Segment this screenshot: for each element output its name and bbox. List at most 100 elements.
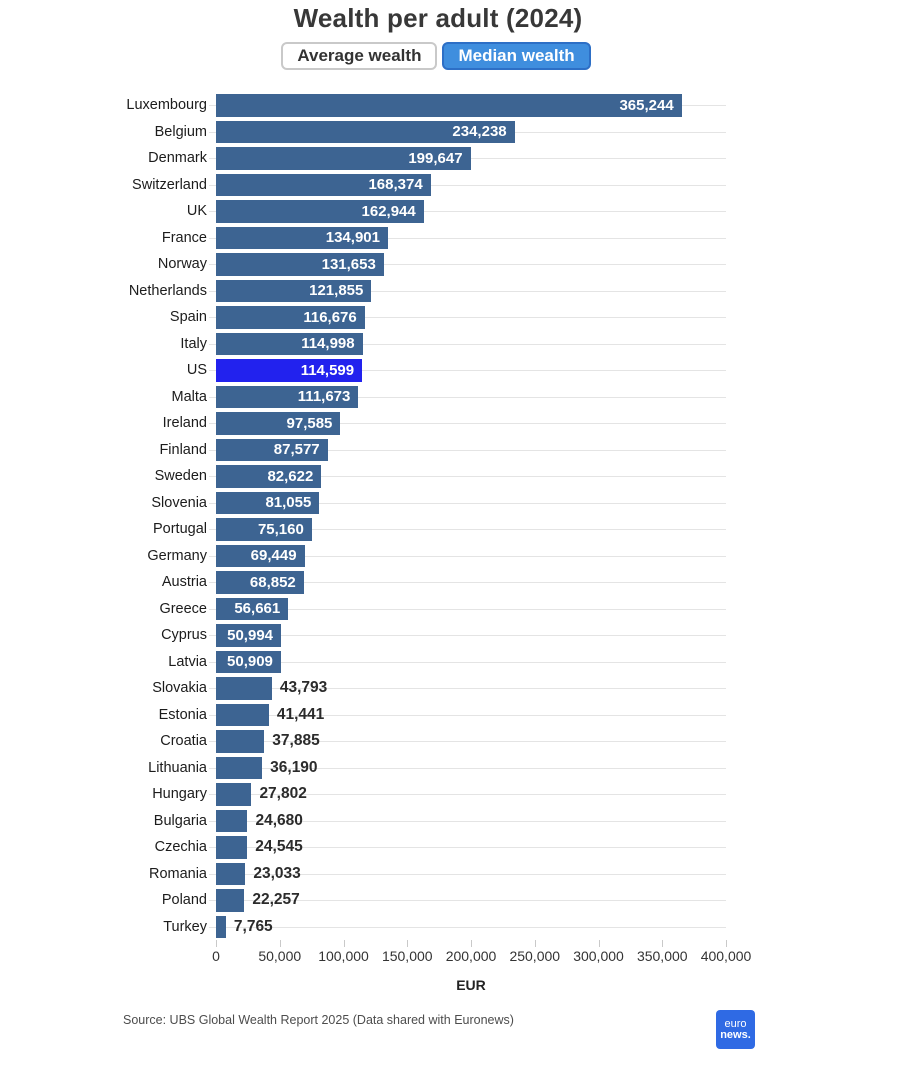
chart-row: Germany 69,449 [0, 543, 726, 570]
category-label: Slovenia [151, 494, 207, 511]
x-axis-tick-label: 150,000 [381, 948, 433, 964]
chart-row: Croatia 37,885 [0, 728, 726, 755]
bar-area: 199,647 [209, 145, 726, 172]
bar-area: 168,374 [209, 172, 726, 199]
median-wealth-button[interactable]: Median wealth [442, 42, 591, 70]
category-label: Malta [171, 388, 207, 405]
chart-row: Austria 68,852 [0, 569, 726, 596]
bar[interactable]: 365,244 [216, 94, 682, 117]
bar-area: 24,545 [209, 834, 726, 861]
value-label: 134,901 [325, 229, 380, 247]
value-label: 50,994 [227, 626, 274, 644]
category-label: Spain [169, 309, 207, 326]
category-label: Italy [180, 335, 207, 352]
bar[interactable]: 116,676 [216, 306, 365, 329]
row-gridline [209, 608, 726, 610]
value-label: 69,449 [250, 547, 297, 565]
chart-row: Norway 131,653 [0, 251, 726, 278]
value-label: 50,909 [227, 653, 273, 671]
bar[interactable]: 68,852 [216, 571, 304, 594]
bar-area: 50,909 [209, 649, 726, 676]
category-label: Portugal [152, 521, 207, 538]
plot-rows: Luxembourg 365,244 Belgium 234,238 Denmark 19… [0, 92, 726, 940]
bar[interactable]: 199,647 [216, 147, 471, 170]
bar[interactable]: 131,653 [216, 253, 384, 276]
category-label: Slovakia [152, 680, 207, 697]
value-label: 56,661 [234, 600, 281, 618]
bar-highlighted[interactable]: 114,599 [216, 359, 363, 382]
x-axis-tick-label: 100,000 [318, 948, 369, 964]
bar[interactable]: 111,673 [216, 385, 359, 408]
x-axis-tick-label: 200,000 [445, 948, 497, 964]
euronews-logo-text-euro: euro [724, 1017, 747, 1030]
bar[interactable]: 234,238 [216, 120, 515, 143]
bar[interactable]: 134,901 [216, 226, 388, 249]
bar[interactable]: 87,577 [216, 438, 328, 461]
value-label: 162,944 [361, 202, 416, 220]
bar[interactable]: 56,661 [216, 597, 289, 620]
bar[interactable] [216, 730, 265, 753]
row-gridline [209, 423, 726, 425]
bar-area: 121,855 [209, 278, 726, 305]
bar-area: 36,190 [209, 755, 726, 782]
average-wealth-button[interactable]: Average wealth [281, 42, 438, 70]
row-gridline [209, 237, 726, 239]
chart-row: Netherlands 121,855 [0, 278, 726, 305]
bar[interactable]: 97,585 [216, 412, 341, 435]
category-label: Hungary [152, 786, 207, 803]
bar[interactable] [216, 836, 248, 859]
bar-area: 43,793 [209, 675, 726, 702]
value-label: 131,653 [321, 255, 376, 273]
row-gridline [209, 900, 726, 902]
row-gridline [209, 741, 726, 743]
x-axis-tick-mark [343, 940, 345, 947]
bar[interactable] [216, 862, 246, 885]
value-label: 22,257 [252, 891, 300, 909]
bar-area: 23,033 [209, 861, 726, 888]
row-gridline [209, 820, 726, 822]
bar[interactable] [216, 756, 263, 779]
bar[interactable] [216, 915, 226, 938]
bar[interactable] [216, 783, 252, 806]
bar[interactable]: 121,855 [216, 279, 372, 302]
bar[interactable]: 168,374 [216, 173, 431, 196]
category-label: Luxembourg [126, 97, 207, 114]
bar[interactable] [216, 809, 248, 832]
chart-row: Cyprus 50,994 [0, 622, 726, 649]
bar[interactable]: 50,909 [216, 650, 281, 673]
bar[interactable]: 50,994 [216, 624, 282, 647]
bar[interactable] [216, 889, 245, 912]
category-label: Cyprus [161, 627, 207, 644]
value-label: 111,673 [297, 388, 351, 406]
row-gridline [209, 873, 726, 875]
bar[interactable]: 81,055 [216, 491, 320, 514]
value-label: 75,160 [257, 520, 304, 538]
row-gridline [209, 184, 726, 186]
x-axis-tick-mark [279, 940, 281, 947]
category-label: Romania [148, 865, 207, 882]
value-label: 41,441 [276, 705, 325, 723]
value-label: 23,033 [253, 864, 301, 882]
category-label: Germany [147, 547, 207, 564]
bar-area: 111,673 [209, 384, 726, 411]
bar-area: 162,944 [209, 198, 726, 225]
row-gridline [209, 926, 726, 928]
row-gridline [209, 529, 726, 531]
bar-area: 22,257 [209, 887, 726, 914]
bar[interactable]: 69,449 [216, 544, 305, 567]
value-label: 68,852 [249, 573, 296, 591]
value-label: 168,374 [368, 176, 423, 194]
bar[interactable]: 114,998 [216, 332, 363, 355]
bar[interactable]: 162,944 [216, 200, 424, 223]
bar[interactable] [216, 677, 272, 700]
value-label: 116,676 [303, 308, 357, 326]
chart-row: Hungary 27,802 [0, 781, 726, 808]
bar-area: 75,160 [209, 516, 726, 543]
bar[interactable]: 75,160 [216, 518, 312, 541]
chart-row: US 114,599 [0, 357, 726, 384]
bar[interactable]: 82,622 [216, 465, 322, 488]
value-label: 87,577 [273, 441, 320, 459]
bar[interactable] [216, 703, 269, 726]
value-label: 121,855 [309, 282, 364, 300]
category-label: Denmark [148, 150, 207, 167]
